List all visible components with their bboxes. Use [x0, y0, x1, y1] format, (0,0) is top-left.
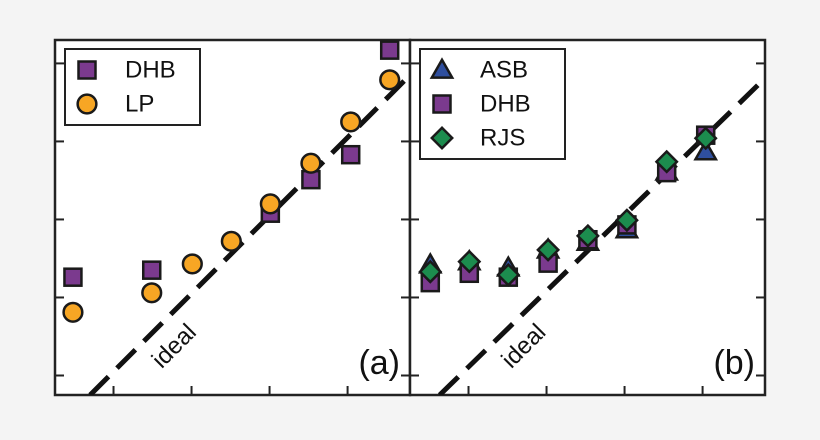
point — [62, 301, 84, 323]
legend-label: RJS — [480, 124, 525, 151]
point — [693, 126, 718, 151]
panel-label: (a) — [358, 344, 400, 382]
point — [575, 223, 600, 248]
panel-label: (b) — [713, 344, 755, 382]
point — [141, 282, 163, 304]
point — [63, 267, 83, 287]
legend-marker — [429, 57, 455, 79]
point — [654, 149, 679, 174]
point — [614, 208, 639, 233]
legend-label: ASB — [480, 56, 528, 83]
point — [220, 230, 242, 252]
legend-marker — [76, 93, 98, 115]
legend-label: DHB — [480, 90, 531, 117]
point — [418, 259, 443, 284]
point — [259, 193, 281, 215]
point — [141, 260, 162, 280]
point — [340, 111, 362, 133]
point — [457, 249, 482, 274]
point — [181, 253, 203, 275]
point — [379, 69, 401, 91]
point — [379, 40, 400, 60]
legend-label: LP — [125, 90, 154, 117]
legend-marker — [432, 94, 452, 114]
point — [340, 144, 361, 165]
legend-label: DHB — [125, 56, 176, 83]
point — [496, 262, 521, 287]
legend-marker — [430, 126, 454, 150]
point — [300, 152, 322, 174]
point — [693, 138, 719, 161]
legend-marker — [77, 60, 97, 80]
point — [536, 237, 561, 262]
